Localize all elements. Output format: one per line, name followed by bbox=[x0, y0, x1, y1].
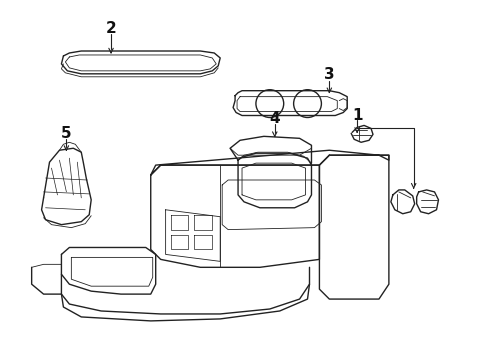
Text: 2: 2 bbox=[106, 21, 117, 36]
Text: 1: 1 bbox=[352, 108, 363, 123]
Text: 5: 5 bbox=[61, 126, 72, 141]
Text: 3: 3 bbox=[324, 67, 335, 82]
Text: 4: 4 bbox=[270, 111, 280, 126]
